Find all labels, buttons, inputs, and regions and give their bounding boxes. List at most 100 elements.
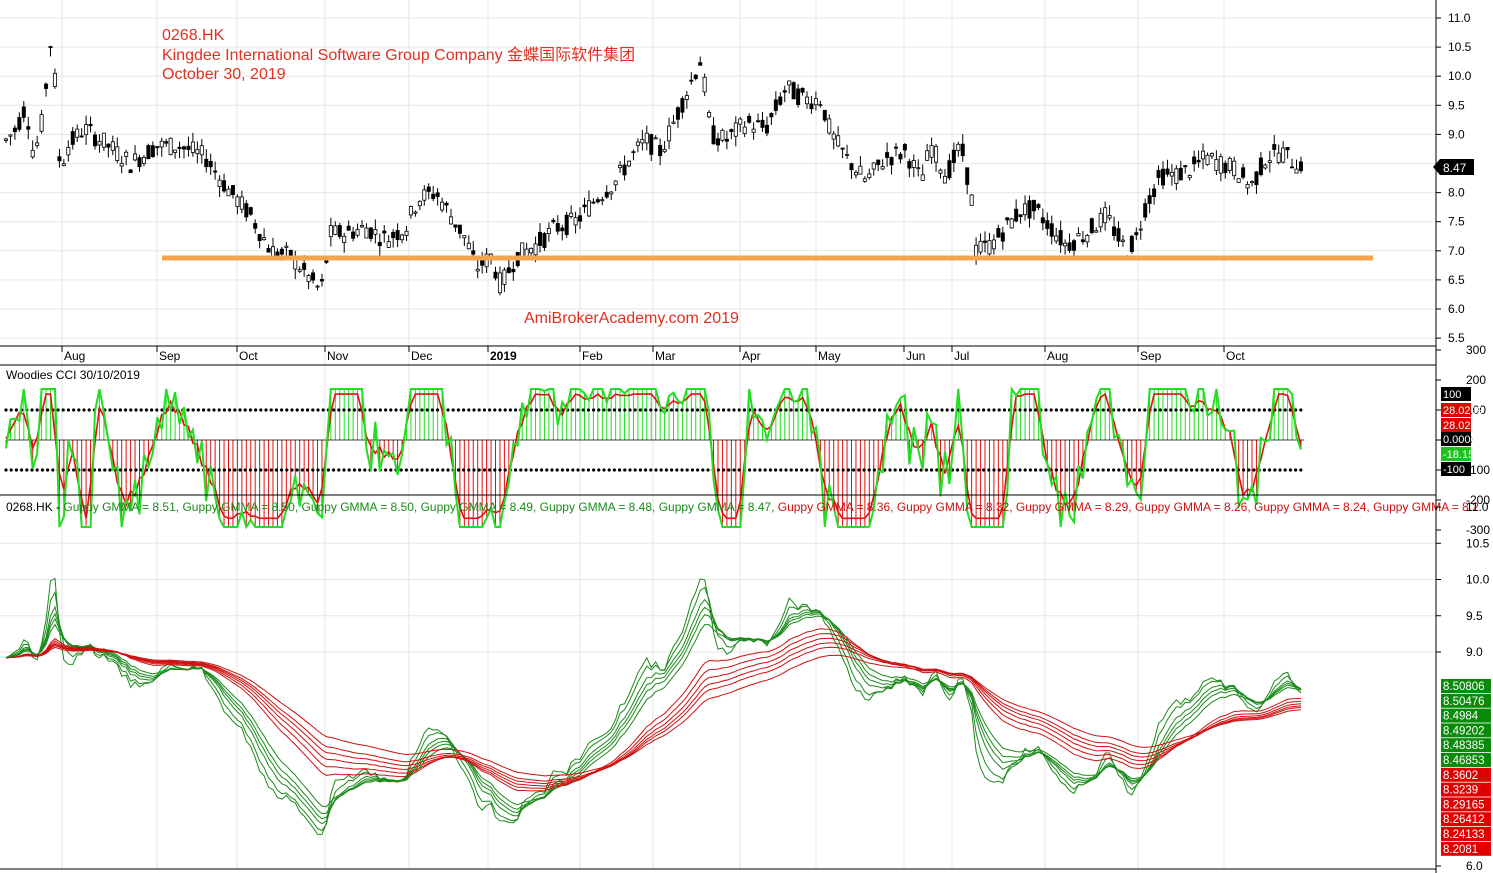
symbol-title: 0268.HK bbox=[162, 27, 225, 44]
candle bbox=[115, 137, 120, 164]
price-tick-label: 7.0 bbox=[1448, 244, 1465, 258]
candle bbox=[204, 149, 209, 173]
candle bbox=[813, 91, 818, 111]
candle bbox=[724, 130, 729, 150]
candle bbox=[698, 56, 703, 66]
cci-panel[interactable]: Woodies CCI 30/10/2019 3002001000-100-20… bbox=[4, 343, 1490, 537]
candle bbox=[555, 215, 560, 235]
company-title: Kingdee International Software Group Com… bbox=[162, 46, 635, 64]
candle bbox=[342, 232, 347, 253]
month-label: May bbox=[818, 349, 841, 363]
candle bbox=[667, 117, 672, 150]
candle bbox=[1027, 195, 1032, 228]
candle bbox=[235, 194, 240, 215]
candle bbox=[613, 180, 618, 192]
month-label: Aug bbox=[1047, 349, 1068, 363]
gmma-tick-label: 9.0 bbox=[1466, 645, 1483, 659]
candle bbox=[1147, 188, 1152, 214]
candle bbox=[578, 207, 583, 230]
gmma-legend-entry: Guppy GMMA = 8.47, bbox=[659, 500, 778, 514]
candle bbox=[262, 228, 267, 241]
month-label: Apr bbox=[742, 349, 761, 363]
candle bbox=[462, 235, 467, 246]
cci-value-label: -18.1598 bbox=[1443, 449, 1486, 461]
candle bbox=[1183, 165, 1188, 174]
gmma-tick-label: 10.0 bbox=[1466, 573, 1490, 587]
month-axis: Aug Sep Oct Nov Dec 2019 Feb Mar Apr May Jun Jul Aug… bbox=[61, 346, 1245, 363]
month-label: Sep bbox=[159, 349, 181, 363]
candle bbox=[742, 120, 747, 138]
candle bbox=[377, 233, 382, 257]
month-label: Dec bbox=[411, 349, 432, 363]
candle bbox=[791, 81, 796, 100]
candle bbox=[79, 128, 84, 138]
cci-value-label: 28.0209 bbox=[1443, 405, 1483, 417]
candle bbox=[1116, 221, 1121, 248]
gmma-legend-entry: Guppy GMMA = 8.26, bbox=[1135, 500, 1254, 514]
candle bbox=[1294, 159, 1299, 174]
candle bbox=[1254, 171, 1259, 194]
candle bbox=[93, 131, 98, 150]
candle bbox=[538, 223, 543, 253]
candle bbox=[934, 143, 939, 172]
candle bbox=[818, 100, 823, 108]
candle bbox=[778, 92, 783, 107]
candle bbox=[1209, 152, 1214, 160]
candle bbox=[208, 153, 213, 175]
candle bbox=[319, 273, 324, 287]
gmma-legend: 0268.HK - Guppy GMMA = 8.51, Guppy GMMA … bbox=[6, 500, 1479, 514]
candle bbox=[738, 117, 743, 133]
candle bbox=[364, 223, 369, 239]
month-label: Jul bbox=[954, 349, 969, 363]
candle bbox=[902, 142, 907, 158]
candle bbox=[230, 185, 235, 199]
candle bbox=[1263, 163, 1268, 170]
candle bbox=[181, 145, 186, 159]
candle bbox=[800, 87, 805, 96]
candle bbox=[764, 116, 769, 137]
candle bbox=[960, 134, 965, 162]
candle bbox=[1023, 195, 1028, 221]
candle bbox=[1250, 180, 1255, 187]
candle bbox=[239, 190, 244, 214]
candle bbox=[898, 151, 903, 164]
gmma-value-label: 8.3239 bbox=[1443, 785, 1478, 797]
candle bbox=[889, 156, 894, 175]
candle bbox=[257, 233, 262, 249]
candle bbox=[133, 145, 138, 162]
candle bbox=[1196, 150, 1201, 168]
candle bbox=[21, 101, 26, 123]
candle bbox=[1058, 220, 1063, 253]
candle bbox=[1165, 159, 1170, 177]
candle bbox=[1134, 227, 1139, 241]
candle bbox=[720, 128, 725, 143]
candle bbox=[173, 149, 178, 159]
gmma-ema-line bbox=[5, 628, 1302, 792]
candle bbox=[805, 91, 810, 109]
candle bbox=[1187, 174, 1192, 181]
month-label: Aug bbox=[64, 349, 85, 363]
candle bbox=[858, 156, 863, 175]
candle bbox=[600, 196, 605, 206]
candle bbox=[359, 220, 364, 228]
gmma-panel[interactable]: 0268.HK - Guppy GMMA = 8.51, Guppy GMMA … bbox=[5, 500, 1491, 873]
candle bbox=[1227, 156, 1232, 174]
month-label: Oct bbox=[1226, 349, 1245, 363]
month-label: Oct bbox=[239, 349, 258, 363]
candle bbox=[956, 141, 961, 157]
candle bbox=[311, 269, 316, 284]
price-tick-label: 9.0 bbox=[1448, 127, 1465, 141]
gmma-legend-entry: Guppy GMMA = 8.29, bbox=[1016, 500, 1135, 514]
gmma-value-label: 8.29165 bbox=[1443, 799, 1485, 811]
candle bbox=[1241, 163, 1246, 180]
candle bbox=[186, 136, 191, 157]
candle bbox=[867, 168, 872, 180]
candle bbox=[564, 211, 569, 238]
candle bbox=[1120, 235, 1125, 247]
current-price-tag: 8.47 bbox=[1433, 159, 1474, 175]
candle bbox=[1223, 160, 1228, 179]
gmma-value-label: 8.4984 bbox=[1443, 711, 1479, 723]
price-panel[interactable]: 0268.HK Kingdee International Software G… bbox=[4, 11, 1474, 363]
candle bbox=[502, 267, 507, 292]
candle bbox=[57, 148, 62, 168]
